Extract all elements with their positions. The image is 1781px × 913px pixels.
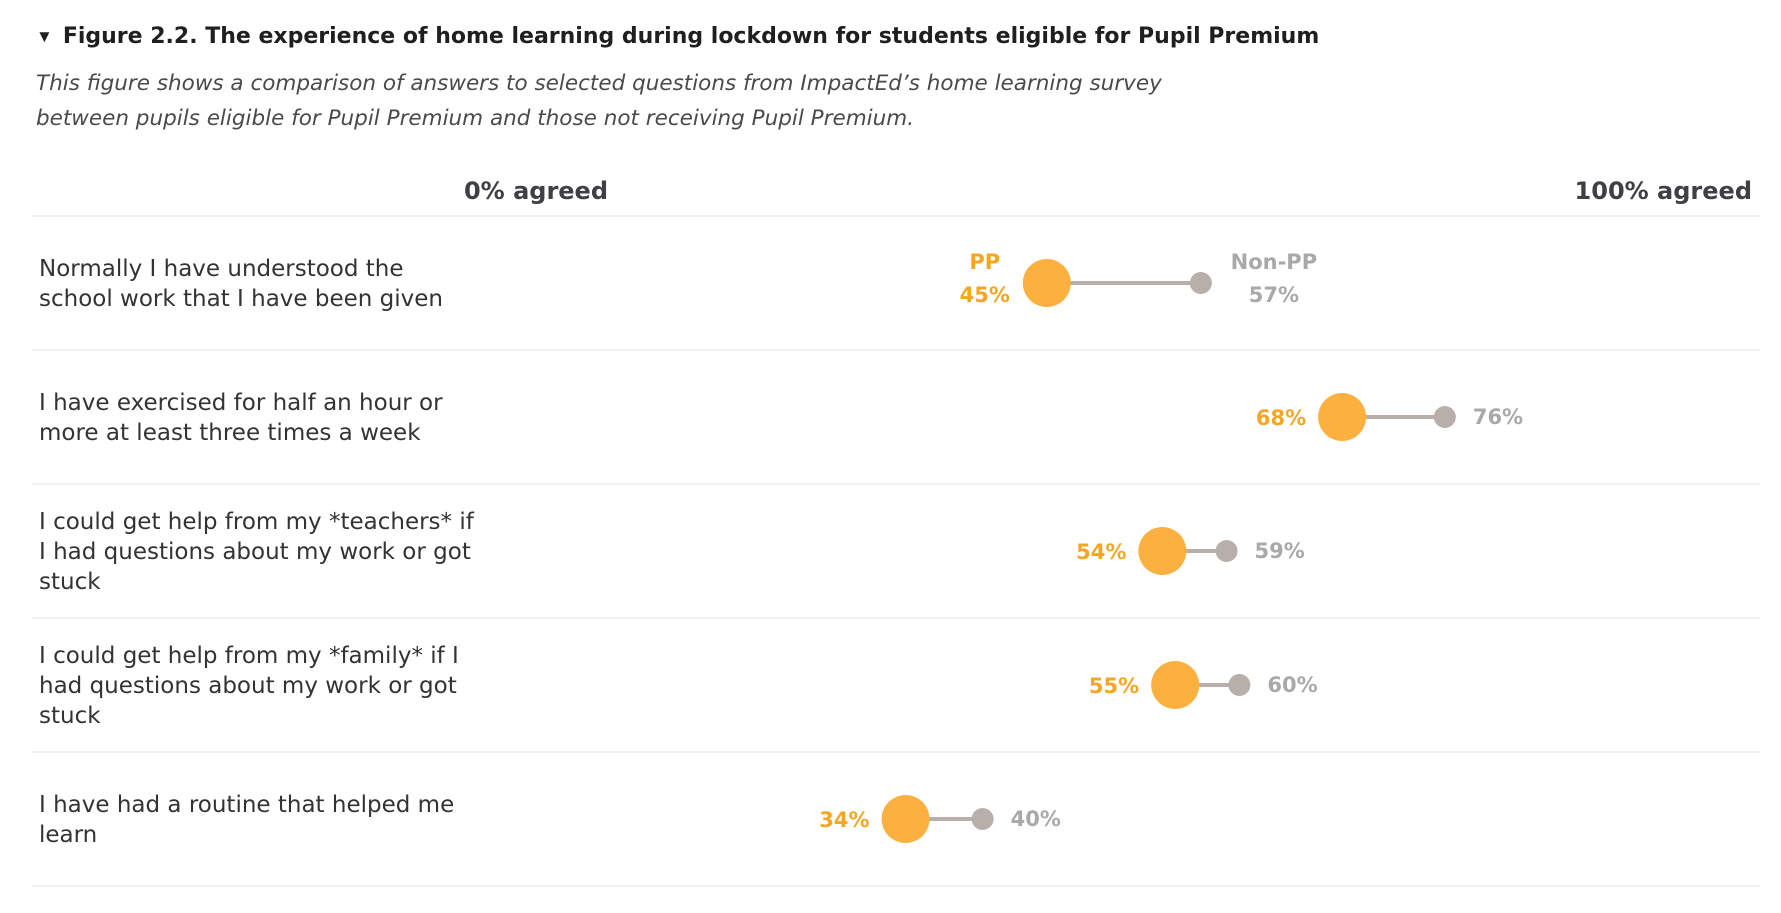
pp-value-label: 34%	[819, 808, 869, 832]
non-pp-dot	[971, 808, 994, 830]
chart-row: I could get help from my *teachers* if I …	[39, 509, 1305, 595]
question-label: school work that I have been given	[39, 286, 443, 312]
figure-title: Figure 2.2. The experience of home learn…	[62, 24, 1320, 49]
question-label: I have had a routine that helped me	[39, 792, 454, 818]
pp-series-label: PP	[969, 250, 1000, 274]
pp-value-label: 55%	[1089, 674, 1139, 698]
pp-value-label: 54%	[1076, 540, 1126, 564]
question-label: I could get help from my *teachers* if	[39, 509, 475, 535]
pp-dot	[1151, 661, 1200, 709]
chart-row: I have exercised for half an hour or more…	[39, 390, 1523, 446]
non-pp-value-label: 60%	[1267, 673, 1317, 697]
axis-min-label: 0% agreed	[464, 177, 608, 205]
subtitle-line: This figure shows a comparison of answer…	[36, 71, 1162, 96]
pp-dot	[1022, 259, 1071, 307]
non-pp-dot	[1433, 406, 1456, 428]
non-pp-dot	[1228, 674, 1251, 696]
question-label: had questions about my work or got	[39, 673, 457, 699]
non-pp-value-label: 76%	[1473, 405, 1523, 429]
figure-subtitle: This figure shows a comparison of answer…	[36, 66, 1196, 136]
question-label: stuck	[39, 569, 101, 595]
chart-row: I could get help from my *family* if I ha…	[39, 643, 1318, 729]
non-pp-series-label: Non-PP	[1231, 250, 1317, 274]
triangle-down-icon: ▼	[36, 27, 53, 46]
pp-value-label: 68%	[1256, 406, 1306, 430]
chart-row: Normally I have understood the school wor…	[39, 250, 1317, 312]
non-pp-value-label: 59%	[1255, 539, 1305, 563]
question-label: more at least three times a week	[39, 420, 421, 446]
non-pp-value-label: 40%	[1011, 807, 1061, 831]
chart-row: I have had a routine that helped me learn…	[39, 792, 1061, 848]
pp-value-label: 45%	[960, 283, 1010, 307]
axis-max-label: 100% agreed	[1575, 177, 1752, 205]
question-label: stuck	[39, 703, 101, 729]
question-label: I could get help from my *family* if I	[39, 643, 459, 669]
question-label: Normally I have understood the	[39, 256, 404, 282]
pp-dot	[1138, 527, 1187, 575]
question-label: I have exercised for half an hour or	[39, 390, 443, 416]
pp-dot	[1318, 393, 1367, 441]
non-pp-value-label: 57%	[1249, 283, 1299, 307]
non-pp-dot	[1215, 540, 1238, 562]
question-label: learn	[39, 822, 97, 848]
pp-dot	[881, 795, 930, 843]
question-label: I had questions about my work or got	[39, 539, 471, 565]
subtitle-line: between pupils eligible for Pupil Premiu…	[36, 106, 915, 131]
figure-toggle[interactable]: ▼ Figure 2.2. The experience of home lea…	[36, 24, 1319, 49]
non-pp-dot	[1189, 272, 1212, 294]
